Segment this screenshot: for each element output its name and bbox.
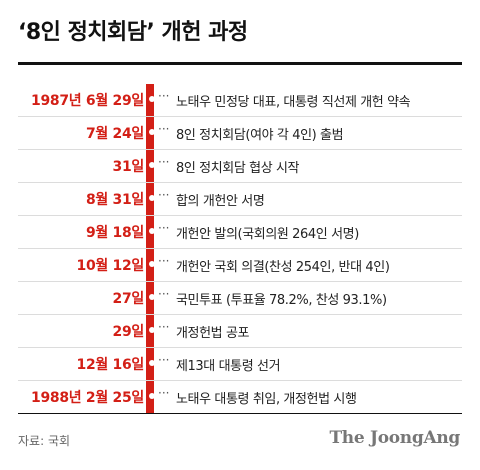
event-date: 29일 (112, 324, 145, 340)
page-title: ‘8인 정치회담’ 개헌 과정 (18, 20, 248, 45)
leader-dots: ··· (158, 386, 170, 400)
event-text: 8인 정치회담(여야 각 4인) 출범 (176, 128, 344, 143)
timeline-list: 1987년 6월 29일 ··· 노태우 민정당 대표, 대통령 직선제 개헌 … (18, 84, 462, 414)
event-date: 1988년 2월 25일 (31, 390, 144, 406)
timeline-bar (146, 84, 154, 414)
timeline-row: 9월 18일 ··· 개헌안 발의(국회의원 264인 서명) (18, 216, 462, 249)
event-text: 합의 개헌안 서명 (176, 194, 265, 209)
timeline-row: 1988년 2월 25일 ··· 노태우 대통령 취임, 개정헌법 시행 (18, 381, 462, 414)
leader-dots: ··· (158, 353, 170, 367)
timeline-dot-icon (149, 261, 155, 267)
publisher-logo: The JoongAng (329, 428, 460, 448)
leader-dots: ··· (158, 320, 170, 334)
leader-dots: ··· (158, 254, 170, 268)
event-date: 27일 (112, 291, 145, 307)
event-date: 1987년 6월 29일 (31, 93, 144, 109)
source-note: 자료: 국회 (18, 434, 71, 448)
timeline-dot-icon (149, 195, 155, 201)
event-date: 10월 12일 (76, 258, 145, 274)
event-text: 노태우 민정당 대표, 대통령 직선제 개헌 약속 (176, 95, 411, 110)
event-date: 9월 18일 (85, 225, 144, 241)
timeline-dot-icon (149, 162, 155, 168)
event-text: 개헌안 발의(국회의원 264인 서명) (176, 227, 359, 242)
timeline-dot-icon (149, 360, 155, 366)
event-text: 국민투표 (투표율 78.2%, 찬성 93.1%) (176, 293, 387, 308)
event-date: 31일 (112, 159, 145, 175)
timeline-dot-icon (149, 327, 155, 333)
leader-dots: ··· (158, 287, 170, 301)
title-divider (18, 62, 462, 65)
timeline-dot-icon (149, 96, 155, 102)
event-text: 개헌안 국회 의결(찬성 254인, 반대 4인) (176, 260, 390, 275)
event-date: 12월 16일 (76, 357, 145, 373)
timeline-row: 31일 ··· 8인 정치회담 협상 시작 (18, 150, 462, 183)
footer-divider (18, 413, 462, 414)
timeline-dot-icon (149, 129, 155, 135)
timeline-row: 1987년 6월 29일 ··· 노태우 민정당 대표, 대통령 직선제 개헌 … (18, 84, 462, 117)
timeline-dot-icon (149, 294, 155, 300)
timeline-row: 8월 31일 ··· 합의 개헌안 서명 (18, 183, 462, 216)
event-text: 노태우 대통령 취임, 개정헌법 시행 (176, 392, 357, 407)
timeline-row: 29일 ··· 개정헌법 공포 (18, 315, 462, 348)
leader-dots: ··· (158, 122, 170, 136)
timeline-dot-icon (149, 228, 155, 234)
event-date: 7월 24일 (85, 126, 144, 142)
timeline-dot-icon (149, 393, 155, 399)
event-date: 8월 31일 (85, 192, 144, 208)
timeline-row: 7월 24일 ··· 8인 정치회담(여야 각 4인) 출범 (18, 117, 462, 150)
leader-dots: ··· (158, 221, 170, 235)
event-text: 제13대 대통령 선거 (176, 359, 281, 374)
leader-dots: ··· (158, 89, 170, 103)
timeline-row: 12월 16일 ··· 제13대 대통령 선거 (18, 348, 462, 381)
timeline-row: 10월 12일 ··· 개헌안 국회 의결(찬성 254인, 반대 4인) (18, 249, 462, 282)
timeline-row: 27일 ··· 국민투표 (투표율 78.2%, 찬성 93.1%) (18, 282, 462, 315)
leader-dots: ··· (158, 155, 170, 169)
leader-dots: ··· (158, 188, 170, 202)
event-text: 개정헌법 공포 (176, 326, 250, 341)
event-text: 8인 정치회담 협상 시작 (176, 161, 300, 176)
